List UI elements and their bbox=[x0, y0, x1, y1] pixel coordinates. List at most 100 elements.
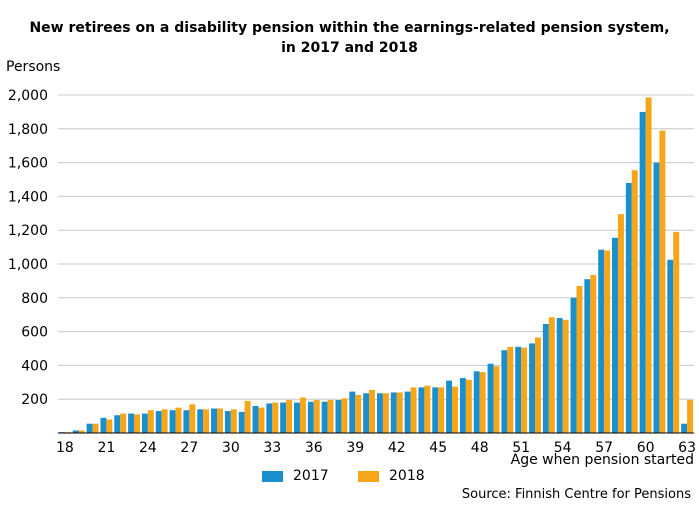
bar-2018-age-51 bbox=[521, 347, 528, 433]
x-tick-label: 33 bbox=[263, 440, 281, 456]
bar-2017-age-36 bbox=[307, 401, 314, 433]
bar-2018-age-44 bbox=[424, 385, 431, 433]
bar-2018-age-39 bbox=[355, 394, 362, 433]
x-tick-label: 21 bbox=[97, 440, 115, 456]
bar-2018-age-54 bbox=[562, 319, 569, 433]
bar-2017-age-59 bbox=[625, 182, 632, 433]
bar-2017-age-29 bbox=[211, 408, 217, 433]
bar-2018-age-62 bbox=[673, 231, 680, 433]
bar-2018-age-45 bbox=[438, 387, 445, 433]
bar-2018-age-49 bbox=[493, 366, 500, 433]
bar-2017-age-46 bbox=[446, 380, 453, 433]
bar-2018-age-41 bbox=[382, 393, 389, 433]
bar-2017-age-31 bbox=[238, 411, 245, 434]
bar-2017-age-37 bbox=[321, 401, 328, 433]
bar-2017-age-28 bbox=[197, 409, 204, 433]
bar-2018-age-22 bbox=[120, 413, 127, 433]
x-tick-label: 27 bbox=[180, 440, 198, 456]
bar-2018-age-52 bbox=[535, 337, 541, 433]
bar-2017-age-63 bbox=[681, 423, 688, 433]
chart-title-line-2: in 2017 and 2018 bbox=[281, 40, 418, 56]
x-tick-label: 42 bbox=[388, 440, 406, 456]
bar-2018-age-26 bbox=[175, 407, 182, 433]
bar-2017-age-53 bbox=[542, 324, 549, 433]
x-tick-label: 18 bbox=[56, 440, 74, 456]
y-axis-label: Persons bbox=[6, 59, 60, 75]
bar-2017-age-56 bbox=[584, 279, 591, 433]
bar-2018-age-38 bbox=[341, 398, 348, 433]
bar-2018-age-33 bbox=[272, 402, 279, 433]
bar-2017-age-47 bbox=[459, 378, 466, 433]
bar-2018-age-58 bbox=[617, 214, 624, 433]
bar-2018-age-46 bbox=[452, 386, 458, 433]
y-tick-label: 1,000 bbox=[8, 257, 48, 273]
x-tick-label: 60 bbox=[637, 440, 655, 456]
bar-2017-age-49 bbox=[487, 363, 494, 433]
bar-2017-age-38 bbox=[335, 400, 342, 433]
bar-2017-age-20 bbox=[86, 423, 93, 433]
bar-2017-age-45 bbox=[432, 387, 439, 433]
bar-2017-age-26 bbox=[169, 410, 176, 433]
bar-2017-age-32 bbox=[252, 405, 259, 433]
x-tick-label: 24 bbox=[139, 440, 157, 456]
bar-2018-age-23 bbox=[134, 414, 140, 433]
bar-2018-age-55 bbox=[576, 285, 583, 433]
bar-2018-age-19 bbox=[78, 430, 85, 433]
bar-2018-age-37 bbox=[327, 400, 334, 433]
x-tick-label: 36 bbox=[305, 440, 323, 456]
bar-2017-age-23 bbox=[128, 413, 135, 433]
bar-2017-age-44 bbox=[418, 387, 425, 433]
bar-2018-age-36 bbox=[313, 400, 320, 433]
y-tick-label: 200 bbox=[21, 392, 48, 408]
bar-2018-age-59 bbox=[631, 170, 638, 433]
bar-2018-age-42 bbox=[396, 392, 403, 433]
legend-label-2017: 2017 bbox=[293, 468, 329, 484]
y-tick-label: 800 bbox=[21, 291, 48, 307]
bar-2018-age-32 bbox=[258, 407, 265, 433]
chart-title-line-1: New retirees on a disability pension wit… bbox=[29, 20, 670, 36]
x-tick-label: 57 bbox=[595, 440, 613, 456]
bar-2018-age-27 bbox=[189, 404, 196, 433]
bar-2018-age-63 bbox=[687, 400, 694, 433]
x-tick-label: 39 bbox=[346, 440, 364, 456]
x-axis-ticks: 18 21 24 27 30 33 36 39 42 45 48 51 54 57 60 63 bbox=[56, 440, 696, 456]
y-tick-label: 1,200 bbox=[8, 223, 48, 239]
bars bbox=[58, 97, 694, 434]
legend-item-2017: 2017 bbox=[262, 468, 329, 484]
y-tick-label: 1,600 bbox=[8, 156, 48, 172]
bar-2017-age-24 bbox=[141, 413, 148, 433]
bar-2017-age-39 bbox=[349, 391, 356, 433]
x-tick-label: 30 bbox=[222, 440, 240, 456]
bar-2018-age-60 bbox=[645, 97, 652, 433]
bar-2017-age-33 bbox=[266, 403, 273, 433]
y-tick-label: 600 bbox=[21, 325, 48, 341]
bar-2018-age-57 bbox=[604, 250, 611, 433]
bar-2018-age-35 bbox=[299, 397, 306, 433]
x-tick-label: 45 bbox=[429, 440, 447, 456]
legend-swatch-2018 bbox=[358, 470, 379, 482]
bar-2017-age-25 bbox=[155, 411, 162, 433]
y-tick-label: 400 bbox=[21, 358, 48, 374]
legend-swatch-2017 bbox=[262, 470, 283, 482]
bar-2017-age-21 bbox=[100, 417, 107, 433]
bar-2017-age-19 bbox=[72, 430, 79, 433]
bar-2018-age-43 bbox=[410, 387, 417, 433]
bar-2017-age-55 bbox=[570, 297, 577, 433]
legend-item-2018: 2018 bbox=[358, 468, 425, 484]
bar-2018-age-61 bbox=[659, 130, 666, 434]
chart-title: New retirees on a disability pension wit… bbox=[0, 18, 699, 58]
bar-2017-age-60 bbox=[639, 111, 646, 434]
x-tick-label: 54 bbox=[554, 440, 572, 456]
x-tick-label: 51 bbox=[512, 440, 530, 456]
bar-2018-age-29 bbox=[217, 408, 223, 433]
y-tick-label: 1,400 bbox=[8, 189, 48, 205]
bar-2017-age-52 bbox=[529, 343, 535, 433]
bar-2017-age-50 bbox=[501, 350, 508, 433]
bar-2017-age-54 bbox=[556, 318, 563, 433]
bar-2017-age-58 bbox=[612, 237, 618, 433]
bar-2017-age-43 bbox=[404, 391, 411, 433]
bar-2017-age-34 bbox=[280, 402, 287, 433]
x-tick-label: 48 bbox=[471, 440, 489, 456]
bar-2018-age-53 bbox=[548, 317, 555, 433]
bar-2018-age-34 bbox=[286, 400, 293, 433]
